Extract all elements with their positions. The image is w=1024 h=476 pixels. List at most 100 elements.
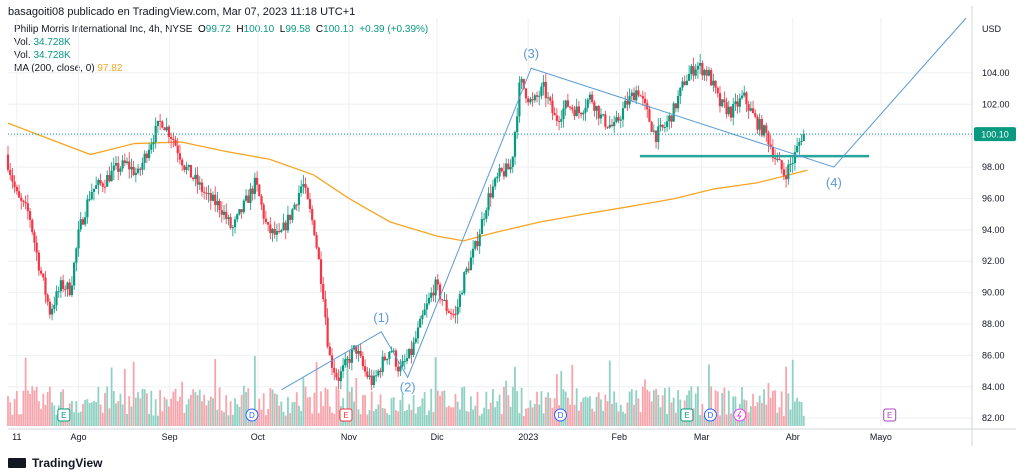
candle-body [117,163,120,172]
candle-body [721,99,724,107]
volume-bar [439,395,441,426]
ma-legend[interactable]: MA (200, close, 0) 97.82 [14,63,123,74]
candle-body [244,195,248,201]
volume-bar [615,402,618,426]
volume-bar [741,387,743,426]
dividend-marker [703,408,717,422]
volume-bar [258,398,261,426]
candle-body [324,299,327,318]
candle-body [568,106,572,108]
volume-bar [679,399,682,426]
volume-bar [461,387,463,426]
candle-body [158,120,162,122]
volume-bar [381,408,384,426]
candle-body [696,65,700,70]
x-tick-label: 2023 [518,432,538,442]
volume-bar [90,402,93,426]
volume-bar [156,415,159,426]
candle-body [718,93,722,107]
volume-bar [670,402,673,426]
candle-body [538,95,541,97]
candle-body [773,157,777,160]
symbol-name[interactable]: Philip Morris International Inc, 4h, NYS… [14,24,193,35]
candle-body [255,177,259,185]
candle-body [557,120,561,122]
candle-body [496,176,499,179]
volume-bar [264,415,267,426]
volume-bar [648,391,651,426]
volume-bar [749,406,752,426]
y-tick-label: 86.00 [982,350,1005,360]
volume-bar [445,407,448,426]
candle-body [762,125,766,136]
candle-body [368,375,371,377]
candle-body [192,177,195,180]
volume-bar [494,407,497,426]
volume-bar [538,404,541,426]
candle-body [549,97,552,101]
candle-body [99,180,102,184]
candle-body [350,349,353,363]
volume-legend-2[interactable]: Vol. 34.728K [14,50,71,61]
candle-body [253,177,256,194]
tradingview-logo[interactable]: TradingView [8,456,102,470]
volume-bar [161,411,164,426]
volume-bar [309,396,311,426]
candle-body [740,95,744,99]
volume-bar [600,399,602,426]
volume-bar [11,414,14,426]
candle-body [220,209,223,215]
candle-body [571,107,574,110]
volume-bar [287,397,289,426]
volume-bar [688,390,691,426]
volume-bar [229,401,232,426]
volume-bar [474,405,477,426]
candle-body [81,219,85,225]
volume-bar [575,388,578,426]
volume-bar [608,360,611,426]
volume-bar [13,399,16,426]
volume-bar [373,411,375,426]
candle-body [260,196,263,205]
wave-label: (2) [400,379,416,394]
candle-body [573,109,576,117]
volume-bar [450,407,452,426]
volume-bar [434,357,437,426]
volume-legend-1[interactable]: Vol. 34.728K [14,37,71,48]
candle-body [123,160,126,164]
candle-body [441,299,444,301]
candle-body [95,185,98,189]
candle-body [128,161,131,170]
candle-body [454,314,457,316]
volume-bar [597,392,600,426]
candle-body [22,200,25,202]
volume-bar [31,386,34,426]
volume-bar [780,391,783,426]
y-tick-label: 102.00 [982,99,1010,109]
volume-bar [115,403,117,426]
dividend-marker-label: D [249,411,255,420]
candle-body [344,359,347,366]
candle-body [789,163,792,165]
volume-bar [555,374,558,426]
candle-body [489,193,492,198]
volume-bar [40,409,42,426]
wave-label: (4) [826,175,842,190]
candle-body [511,156,514,167]
earnings-marker-label: E [684,411,689,420]
volume-bar [93,401,95,426]
volume-bar [291,402,294,426]
candle-body [300,186,303,194]
volume-bar [269,388,272,426]
candle-body [560,119,563,122]
candle-body [447,311,450,313]
volume-bar [236,404,239,426]
volume-bar [428,410,430,426]
candle-body [286,214,290,231]
candle-body [551,100,554,113]
candle-body [562,108,565,120]
candle-body [734,101,737,105]
candle-body [375,375,378,377]
volume-bar [119,393,122,426]
